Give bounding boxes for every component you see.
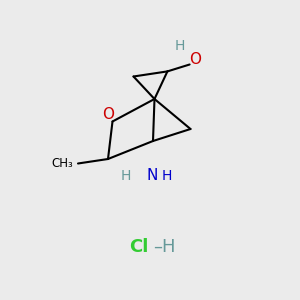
Text: H: H: [174, 40, 184, 53]
Text: Cl: Cl: [129, 238, 148, 256]
Text: H: H: [161, 169, 172, 182]
Text: H: H: [121, 169, 131, 182]
Text: N: N: [147, 168, 158, 183]
Text: CH₃: CH₃: [52, 157, 74, 170]
Text: –H: –H: [153, 238, 176, 256]
Text: O: O: [189, 52, 201, 68]
Text: O: O: [103, 107, 115, 122]
